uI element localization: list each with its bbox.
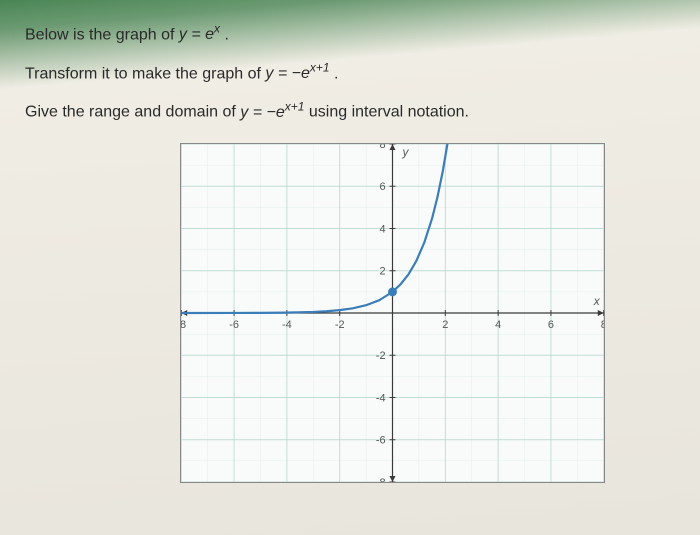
svg-text:-8: -8 (376, 477, 386, 482)
problem-line-1: Below is the graph of y = ex . (25, 18, 675, 51)
svg-text:4: 4 (379, 224, 385, 236)
svg-text:y: y (401, 145, 409, 159)
svg-text:-2: -2 (335, 319, 345, 331)
svg-text:-4: -4 (376, 393, 386, 405)
text: Below is the graph of (25, 26, 179, 43)
svg-text:8: 8 (379, 144, 385, 151)
text: Transform it to make the graph of (25, 65, 265, 82)
exponential-graph: -8-6-4-22468-8-6-4-22468xy (181, 144, 604, 482)
problem-line-3: Give the range and domain of y = −ex+1 u… (25, 95, 675, 128)
svg-text:-6: -6 (229, 319, 239, 331)
problem-statement: Below is the graph of y = ex . Transform… (25, 18, 675, 128)
svg-text:6: 6 (379, 181, 385, 193)
svg-text:-2: -2 (376, 350, 386, 362)
svg-text:x: x (593, 294, 601, 308)
svg-text:4: 4 (495, 319, 501, 331)
svg-text:-4: -4 (282, 319, 292, 331)
equation: y = −ex+1 (265, 65, 334, 82)
svg-text:8: 8 (601, 319, 604, 331)
svg-text:2: 2 (379, 266, 385, 278)
equation: y = ex (179, 26, 225, 43)
graph-panel: -8-6-4-22468-8-6-4-22468xy (180, 143, 605, 483)
equation: y = −ex+1 (240, 104, 309, 121)
svg-text:-8: -8 (181, 319, 186, 331)
svg-text:-6: -6 (376, 435, 386, 447)
problem-line-2: Transform it to make the graph of y = −e… (25, 57, 675, 90)
text: Give the range and domain of (25, 104, 240, 121)
svg-text:6: 6 (548, 319, 554, 331)
svg-text:2: 2 (442, 319, 448, 331)
